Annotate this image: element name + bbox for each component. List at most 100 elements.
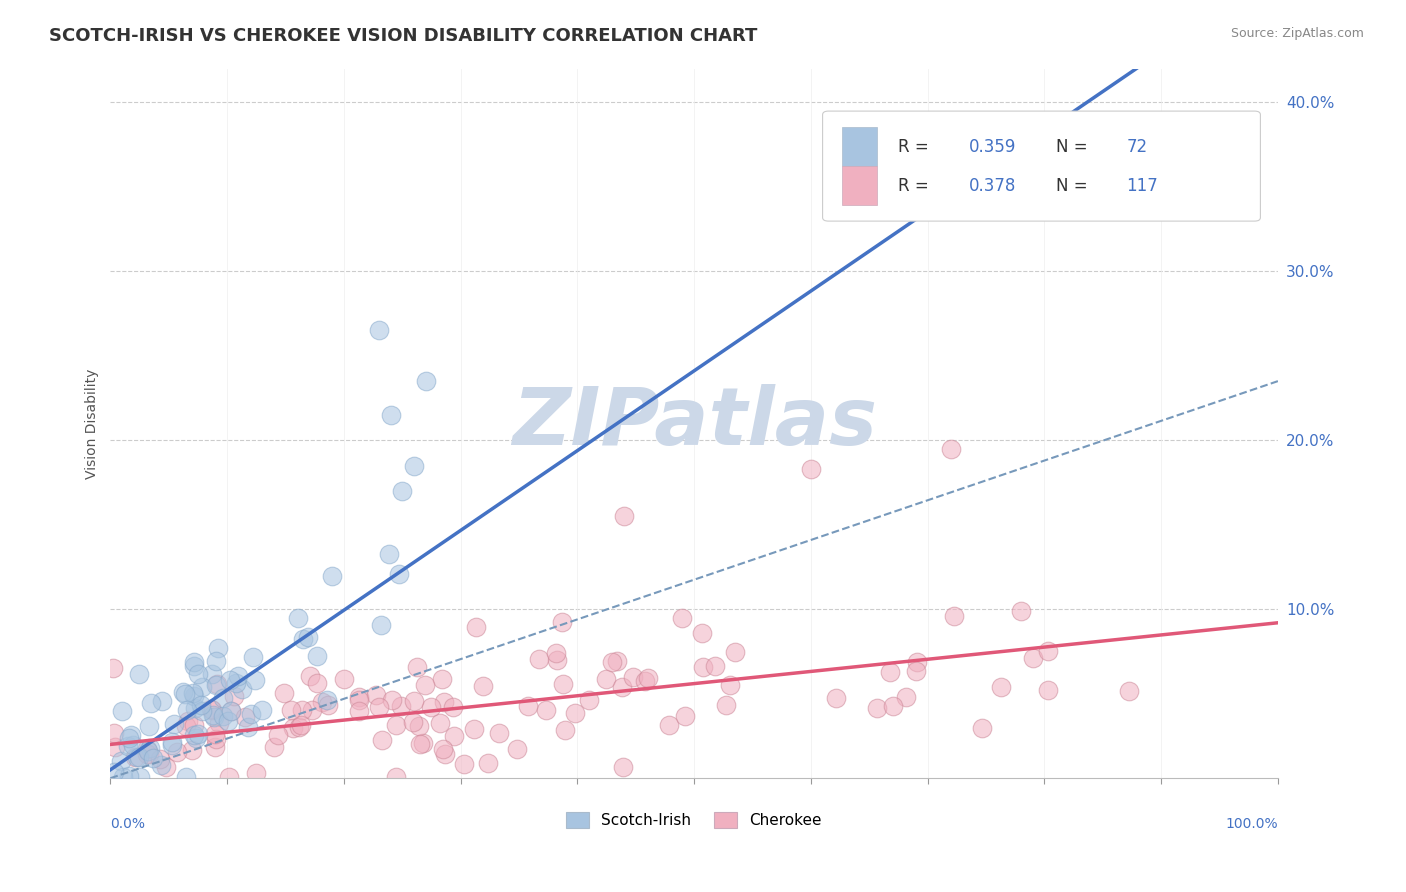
- Point: [409, 737, 432, 751]
- Point: [221, 704, 243, 718]
- Point: [181, 742, 204, 756]
- Point: [201, 666, 224, 681]
- Point: [621, 670, 644, 684]
- Point: [176, 719, 198, 733]
- Point: [190, 698, 212, 712]
- Point: [612, 680, 634, 694]
- Point: [225, 675, 247, 690]
- Point: [800, 462, 823, 476]
- Point: [150, 694, 173, 708]
- Point: [242, 649, 264, 664]
- Point: [970, 721, 993, 735]
- Point: [612, 760, 634, 774]
- Point: [671, 611, 693, 625]
- Point: [389, 699, 412, 714]
- Point: [391, 483, 413, 498]
- Point: [488, 726, 510, 740]
- Point: [333, 673, 356, 687]
- Point: [163, 717, 186, 731]
- Point: [118, 731, 141, 746]
- Point: [226, 669, 249, 683]
- Point: [291, 703, 314, 717]
- Point: [385, 770, 408, 784]
- Point: [368, 323, 391, 337]
- Point: [690, 625, 713, 640]
- Text: R =: R =: [898, 137, 935, 155]
- Point: [128, 667, 150, 681]
- Point: [207, 640, 229, 655]
- Point: [1022, 651, 1045, 665]
- Point: [415, 374, 437, 388]
- Point: [160, 735, 183, 749]
- Point: [704, 659, 727, 673]
- Point: [477, 756, 499, 771]
- Point: [173, 687, 195, 701]
- Point: [602, 655, 624, 669]
- Point: [183, 718, 205, 732]
- Point: [176, 702, 198, 716]
- Point: [658, 718, 681, 732]
- Point: [219, 704, 242, 718]
- Point: [101, 661, 124, 675]
- Point: [174, 770, 197, 784]
- Point: [183, 659, 205, 673]
- Point: [245, 673, 267, 688]
- Point: [402, 715, 425, 730]
- Point: [166, 745, 188, 759]
- Point: [205, 677, 228, 691]
- Point: [136, 747, 159, 762]
- Point: [718, 678, 741, 692]
- Text: N =: N =: [1056, 137, 1092, 155]
- Point: [142, 751, 165, 765]
- Point: [380, 408, 402, 422]
- Point: [367, 700, 389, 714]
- Point: [378, 547, 401, 561]
- Point: [219, 673, 242, 688]
- Point: [135, 742, 157, 756]
- Point: [1036, 643, 1059, 657]
- Point: [825, 690, 848, 705]
- Point: [595, 672, 617, 686]
- FancyBboxPatch shape: [823, 112, 1260, 221]
- Point: [110, 754, 132, 768]
- Text: 0.359: 0.359: [969, 137, 1017, 155]
- Point: [239, 706, 262, 721]
- Point: [321, 568, 343, 582]
- Point: [453, 757, 475, 772]
- Point: [288, 720, 311, 734]
- Point: [231, 682, 253, 697]
- Point: [301, 703, 323, 717]
- Point: [385, 718, 408, 732]
- Point: [990, 680, 1012, 694]
- Text: 72: 72: [1126, 137, 1147, 155]
- Point: [406, 660, 429, 674]
- Point: [211, 708, 233, 723]
- Point: [371, 732, 394, 747]
- Point: [613, 509, 636, 524]
- Point: [443, 700, 465, 714]
- Text: 0.0%: 0.0%: [111, 817, 145, 831]
- Point: [222, 689, 245, 703]
- Point: [517, 699, 540, 714]
- Point: [217, 714, 239, 728]
- Point: [205, 731, 228, 746]
- Text: 0.378: 0.378: [969, 177, 1017, 194]
- Point: [139, 740, 162, 755]
- Point: [634, 673, 657, 688]
- Text: N =: N =: [1056, 177, 1092, 194]
- Point: [103, 765, 125, 780]
- Point: [673, 709, 696, 723]
- Point: [290, 718, 312, 732]
- Point: [183, 686, 205, 700]
- Point: [287, 610, 309, 624]
- Point: [939, 442, 962, 456]
- Point: [149, 758, 172, 772]
- Point: [149, 752, 172, 766]
- Point: [879, 665, 901, 680]
- Point: [273, 686, 295, 700]
- Point: [370, 618, 392, 632]
- Point: [381, 693, 404, 707]
- Point: [432, 742, 454, 756]
- Point: [1038, 683, 1060, 698]
- Point: [637, 671, 659, 685]
